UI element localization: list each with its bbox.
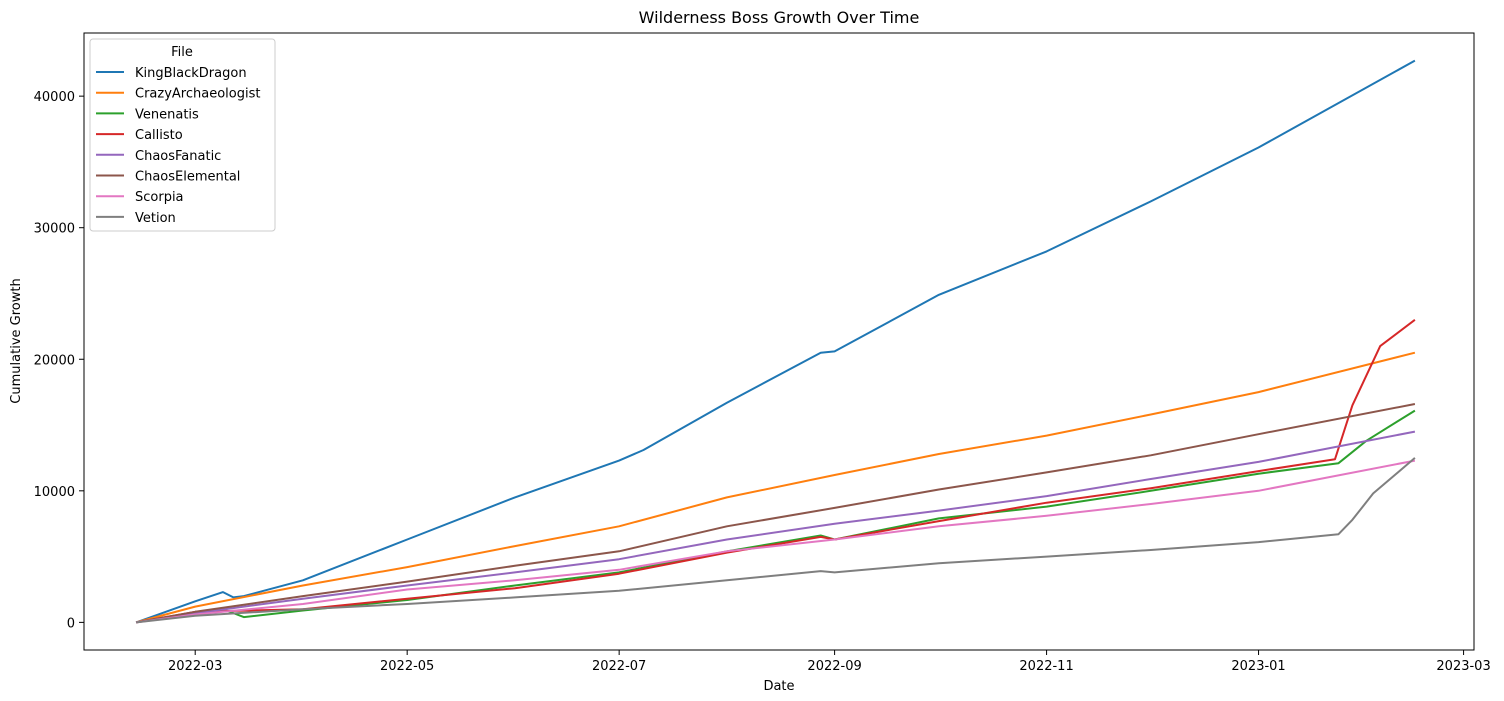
y-tick-label: 10000 [34,485,75,500]
x-tick-label: 2022-05 [380,659,434,674]
legend-label: ChaosElemental [135,170,240,185]
y-tick-label: 0 [67,616,75,631]
series-line-0 [135,59,1416,624]
x-tick-label: 2022-09 [807,659,861,674]
plot-frame [83,32,1475,651]
x-tick-label: 2022-11 [1019,659,1073,674]
legend-label: Venenatis [135,107,199,122]
series-line-7 [135,457,1416,624]
series-layer [135,59,1416,624]
y-tick-label: 30000 [34,222,75,237]
x-tick-label: 2023-03 [1436,659,1490,674]
series-line-6 [135,459,1416,624]
series-line-5 [135,403,1416,624]
legend-box [89,38,276,232]
y-axis: 0 10000 20000 30000 40000 [34,90,84,631]
y-tick-label: 20000 [34,353,75,368]
legend-label: Vetion [135,211,176,226]
y-axis-label: Cumulative Growth [9,278,24,403]
x-tick-label: 2022-07 [592,659,646,674]
legend: File KingBlackDragon CrazyArchaeologist Ve… [89,38,276,232]
legend-label: ChaosFanatic [135,149,221,164]
y-tick-label: 40000 [34,90,75,105]
legend-label: CrazyArchaeologist [135,87,260,102]
x-tick-label: 2023-01 [1231,659,1285,674]
series-line-4 [135,430,1416,624]
legend-label: Scorpia [135,190,184,205]
legend-label: KingBlackDragon [135,66,247,81]
x-tick-label: 2022-03 [168,659,222,674]
series-line-2 [135,409,1416,624]
legend-label: Callisto [135,128,183,143]
series-line-1 [135,351,1416,624]
x-axis-label: Date [763,679,794,694]
legend-title: File [171,45,193,60]
chart-title: Wilderness Boss Growth Over Time [639,8,920,27]
x-axis: 2022-03 2022-05 2022-07 2022-09 2022-11 2023-… [168,650,1491,674]
